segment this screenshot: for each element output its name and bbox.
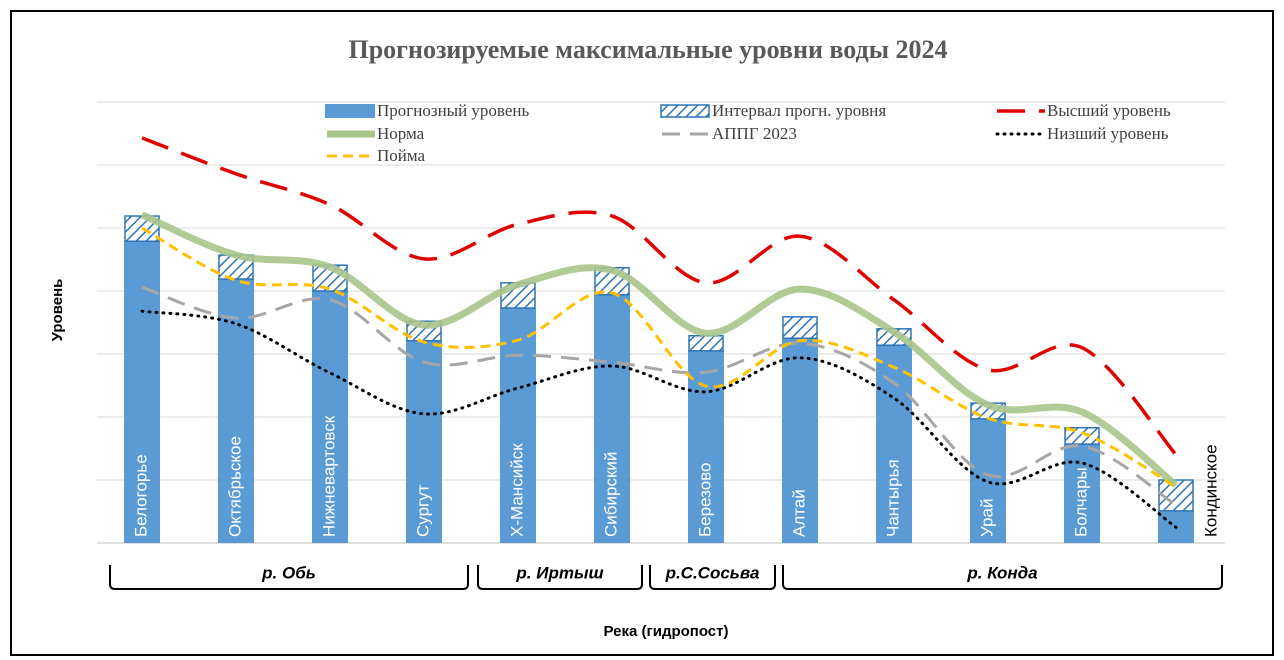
bar [500,308,536,543]
y-axis-label: Уровень [49,279,66,342]
category-label: Березово [695,463,714,538]
group-label: р. Обь [261,563,316,582]
bar [876,345,912,543]
category-label: Алтай [789,489,808,537]
group-bracket [782,565,1223,590]
bar [312,291,348,543]
legend-label: АППГ 2023 [712,124,797,143]
bar [218,279,254,543]
group-bracket [109,565,469,590]
group-bracket [649,565,776,590]
line [141,226,1177,489]
group-label: р. Иртыш [515,563,603,582]
bar [782,338,818,543]
line [141,285,1177,507]
group-label: р. Конда [966,563,1037,582]
chart-title: Прогнозируемые максимальные уровни воды … [349,35,948,64]
group-label: р.С.Сосьва [665,563,760,582]
legend-label: Высший уровень [1047,101,1171,120]
bar [688,350,724,543]
legend-swatch [325,104,375,118]
group-bracket [477,565,643,590]
legend-label: Норма [377,124,425,143]
category-label: Чантырья [883,459,902,537]
category-label: Сибирский [601,452,620,537]
line [140,309,1178,529]
line [140,211,1179,488]
legend-label: Интервал прогн. уровня [712,101,886,120]
category-label: Сургут [413,484,432,537]
category-label: Октябрьское [225,436,244,537]
category-label: Урай [977,499,996,537]
legend-label: Низший уровень [1047,124,1169,143]
category-label: Кондинское [1201,444,1220,537]
line [141,136,1178,456]
interval-bar [688,334,724,352]
interval-bar [1064,426,1100,445]
bar [406,340,442,543]
interval-bar [782,316,818,339]
x-axis-label: Река (гидропост) [603,623,728,640]
category-label: Белогорье [131,454,150,537]
category-label: Нижневартовск [319,415,338,537]
bar [970,418,1006,543]
category-label: Х-Мансийск [507,443,526,537]
legend-label: Прогнозный уровень [377,101,530,120]
category-label: Болчары [1071,467,1090,537]
bar [594,294,630,543]
legend-swatch [660,104,710,118]
bar [1064,444,1100,543]
legend-label: Пойма [377,146,426,165]
